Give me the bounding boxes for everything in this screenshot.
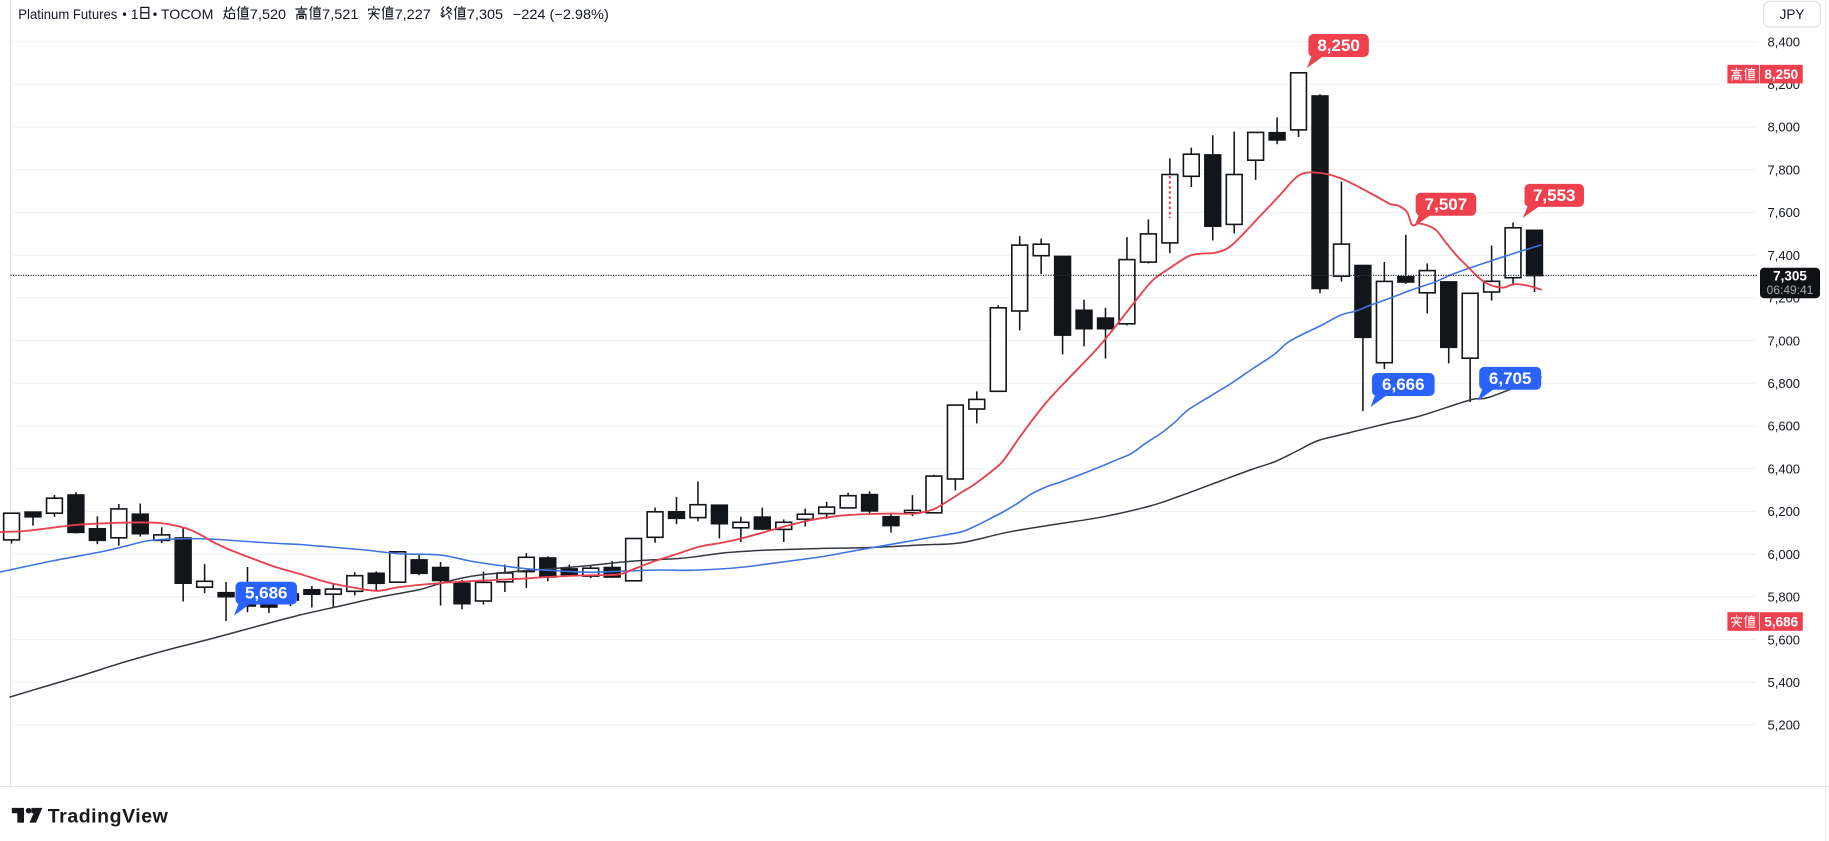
svg-text:7,800: 7,800 — [1768, 162, 1801, 177]
svg-text:5,686: 5,686 — [245, 584, 288, 603]
svg-text:6,600: 6,600 — [1768, 419, 1801, 434]
svg-text:6,200: 6,200 — [1768, 504, 1801, 519]
svg-text:7,400: 7,400 — [1768, 248, 1801, 263]
svg-text:6,705: 6,705 — [1489, 369, 1532, 388]
svg-text:TradingView: TradingView — [48, 805, 169, 827]
svg-text:5,800: 5,800 — [1768, 590, 1801, 605]
svg-text:7,600: 7,600 — [1768, 205, 1801, 220]
svg-text:−224 (−2.98%): −224 (−2.98%) — [513, 6, 609, 22]
svg-text:TOCOM: TOCOM — [161, 6, 214, 22]
svg-text:6,800: 6,800 — [1768, 376, 1801, 391]
svg-text:06:49:41: 06:49:41 — [1767, 283, 1814, 297]
svg-text:JPY: JPY — [1780, 7, 1805, 22]
svg-text:7,305: 7,305 — [1773, 269, 1807, 284]
svg-text:7,553: 7,553 — [1533, 186, 1576, 205]
svg-text:8,000: 8,000 — [1768, 120, 1801, 135]
svg-text:5,600: 5,600 — [1768, 632, 1801, 647]
svg-text:7,227: 7,227 — [395, 6, 431, 22]
svg-text:5,200: 5,200 — [1768, 718, 1801, 733]
svg-text:8,400: 8,400 — [1768, 34, 1801, 49]
svg-text:7,521: 7,521 — [322, 6, 358, 22]
svg-text:8,250: 8,250 — [1764, 67, 1798, 82]
svg-text:1: 1 — [131, 6, 139, 22]
svg-text:Platinum Futures: Platinum Futures — [18, 6, 117, 22]
svg-text:6,666: 6,666 — [1382, 375, 1425, 394]
svg-text:6,400: 6,400 — [1768, 461, 1801, 476]
svg-text:8,250: 8,250 — [1317, 36, 1360, 55]
svg-text:7,000: 7,000 — [1768, 333, 1801, 348]
svg-text:5,400: 5,400 — [1768, 675, 1801, 690]
svg-text:5,686: 5,686 — [1764, 614, 1798, 629]
svg-text:7,305: 7,305 — [467, 6, 503, 22]
svg-text:6,000: 6,000 — [1768, 547, 1801, 562]
svg-text:7,507: 7,507 — [1425, 195, 1468, 214]
svg-text:7,520: 7,520 — [250, 6, 286, 22]
